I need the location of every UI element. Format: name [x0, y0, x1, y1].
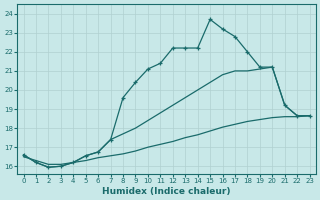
X-axis label: Humidex (Indice chaleur): Humidex (Indice chaleur) [102, 187, 231, 196]
